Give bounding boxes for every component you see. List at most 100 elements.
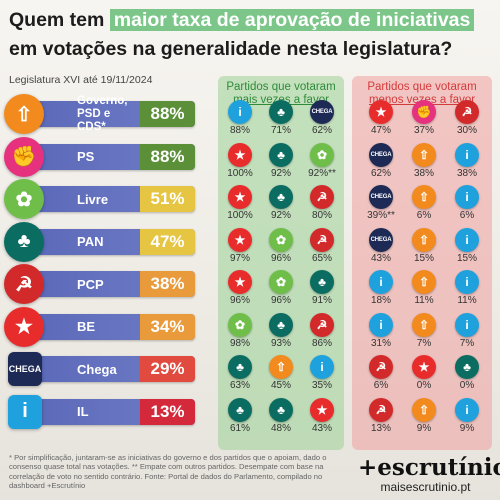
chega-logo-icon: CHEGA xyxy=(369,227,393,252)
pan-logo-icon: ♣ xyxy=(269,397,293,422)
ad-logo-icon: ⇧ xyxy=(412,312,436,337)
vote-share: 48% xyxy=(270,422,291,434)
vote-share: 11% xyxy=(414,295,434,306)
vote-share: 63% xyxy=(229,380,250,391)
vote-share: 92% xyxy=(270,167,291,179)
more-party-cell: ☭ 65% xyxy=(302,227,342,264)
vote-share: 37% xyxy=(413,125,434,136)
more-party-cell: ♣ 61% xyxy=(220,397,260,434)
more-party-cell: ✿ 92%** xyxy=(302,142,342,179)
party-name: PAN xyxy=(77,234,104,249)
vote-share: 0% xyxy=(459,380,475,391)
party-name: Livre xyxy=(77,191,109,207)
less-party-cell: ★ 47% xyxy=(361,100,401,136)
less-party-cell: ☭ 30% xyxy=(447,100,487,136)
party-name: BE xyxy=(77,319,96,334)
less-party-cell: ⇧ 15% xyxy=(404,227,444,264)
pan-logo-icon: ♣ xyxy=(269,142,293,167)
party-name: PCP xyxy=(77,276,104,292)
more-party-cell: ★ 100% xyxy=(220,142,260,179)
more-party-cell: ★ 100% xyxy=(220,185,260,221)
less-party-cell: CHEGA 43% xyxy=(361,227,401,264)
pan-logo-icon: ♣ xyxy=(228,397,252,422)
more-party-cell: ⇧ 45% xyxy=(261,355,301,391)
party-row: Chega 29% xyxy=(25,356,195,382)
vote-share: 92%** xyxy=(308,167,336,179)
be-logo-icon: ★ xyxy=(228,185,252,209)
vote-share: 86% xyxy=(311,337,332,349)
chega-logo-icon: CHEGA xyxy=(369,142,393,167)
vote-share: 30% xyxy=(456,125,477,136)
vote-share: 7% xyxy=(416,337,432,349)
pcp-logo-icon: ☭ xyxy=(310,312,334,337)
pan-logo-icon: ♣ xyxy=(4,221,44,262)
less-party-cell: i 9% xyxy=(447,397,487,434)
il-logo-icon: i xyxy=(455,227,479,252)
party-row: IL 13% xyxy=(25,398,195,425)
vote-share: 97% xyxy=(229,252,250,264)
party-row: Governo, PSD e CDS* 88% xyxy=(25,95,195,133)
vote-share: 13% xyxy=(370,422,391,434)
vote-share: 31% xyxy=(370,337,391,349)
vote-share: 15% xyxy=(413,252,434,264)
vote-share: 47% xyxy=(370,125,391,136)
vote-share: 6% xyxy=(373,380,389,391)
less-party-cell: ⇧ 6% xyxy=(404,185,444,221)
vote-share: 93% xyxy=(270,337,291,349)
less-party-cell: ⇧ 9% xyxy=(404,397,444,434)
more-party-cell: ★ 96% xyxy=(220,270,260,306)
pan-logo-icon: ♣ xyxy=(269,312,293,337)
ad-logo-icon: ⇧ xyxy=(4,94,44,134)
more-party-cell: ✿ 98% xyxy=(220,312,260,349)
page-title: Quem tem maior taxa de aprovação de inic… xyxy=(9,6,495,64)
pcp-logo-icon: ☭ xyxy=(4,264,44,304)
more-party-cell: ☭ 80% xyxy=(302,185,342,221)
more-party-cell: ♣ 92% xyxy=(261,142,301,179)
be-logo-icon: ★ xyxy=(369,100,393,124)
less-party-cell: i 11% xyxy=(447,270,487,306)
more-party-cell: ♣ 93% xyxy=(261,312,301,349)
il-logo-icon: i xyxy=(455,270,479,294)
footnote: * Por simplificação, juntaram-se as inic… xyxy=(9,453,327,491)
il-logo-icon: i xyxy=(369,312,393,337)
less-party-cell: ♣ 0% xyxy=(447,355,487,391)
il-logo-icon: i xyxy=(455,185,479,209)
vote-share: 71% xyxy=(270,125,291,136)
ad-logo-icon: ⇧ xyxy=(412,185,436,209)
livre-logo-icon: ✿ xyxy=(269,227,293,252)
subtitle: Legislatura XVI até 19/11/2024 xyxy=(9,74,153,86)
pcp-logo-icon: ☭ xyxy=(310,185,334,209)
livre-logo-icon: ✿ xyxy=(228,312,252,337)
vote-share: 9% xyxy=(416,422,432,434)
vote-share: 96% xyxy=(229,295,250,306)
il-logo-icon: i xyxy=(455,397,479,422)
more-party-cell: i 35% xyxy=(302,355,342,391)
vote-share: 100% xyxy=(227,167,253,179)
livre-logo-icon: ✿ xyxy=(269,270,293,294)
less-party-cell: CHEGA 62% xyxy=(361,142,401,179)
more-party-cell: ♣ 71% xyxy=(261,100,301,136)
pcp-logo-icon: ☭ xyxy=(369,397,393,422)
less-party-cell: i 38% xyxy=(447,142,487,179)
less-party-cell: ⇧ 7% xyxy=(404,312,444,349)
il-logo-icon: i xyxy=(455,312,479,337)
less-party-cell: i 15% xyxy=(447,227,487,264)
party-row: PS 88% xyxy=(25,143,195,170)
vote-share: 38% xyxy=(456,167,477,179)
approval-rate: 51% xyxy=(140,186,195,212)
il-logo-icon: i xyxy=(228,100,252,124)
vote-share: 0% xyxy=(416,380,432,391)
vote-share: 11% xyxy=(457,295,477,306)
ad-logo-icon: ⇧ xyxy=(412,397,436,422)
title-highlight: maior taxa de aprovação de iniciativas xyxy=(109,9,475,31)
pcp-logo-icon: ☭ xyxy=(455,100,479,124)
vote-share: 96% xyxy=(270,252,291,264)
less-party-cell: i 18% xyxy=(361,270,401,306)
more-party-cell: ♣ 63% xyxy=(220,355,260,391)
be-logo-icon: ★ xyxy=(412,355,436,379)
vote-share: 62% xyxy=(370,167,391,179)
vote-share: 91% xyxy=(311,295,332,306)
vote-share: 15% xyxy=(456,252,477,264)
less-party-cell: i 31% xyxy=(361,312,401,349)
less-party-cell: ⇧ 38% xyxy=(404,142,444,179)
